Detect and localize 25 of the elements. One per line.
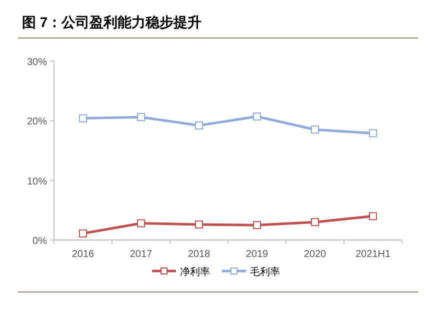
x-tick-label: 2017 bbox=[130, 249, 153, 260]
point bbox=[195, 220, 203, 228]
chart-title: 图 7：公司盈利能力稳步提升 bbox=[22, 14, 202, 30]
point bbox=[79, 229, 87, 238]
x-tick-label: 2018 bbox=[188, 249, 211, 260]
y-tick-label: 30% bbox=[26, 57, 48, 68]
point bbox=[79, 114, 87, 122]
x-tick-label: 2020 bbox=[304, 249, 327, 260]
y-tick-label: 20% bbox=[26, 116, 48, 128]
x-tick-label: 2016 bbox=[72, 249, 95, 260]
point bbox=[195, 121, 203, 130]
x-tick-label: 2019 bbox=[246, 249, 269, 260]
y-tick-label: 0% bbox=[32, 236, 48, 247]
point bbox=[253, 221, 261, 230]
x-tick-label: 2021H1 bbox=[355, 249, 391, 260]
legend-label: 净利率 bbox=[180, 266, 210, 278]
y-tick-label: 10% bbox=[26, 176, 48, 188]
point bbox=[311, 126, 319, 134]
point bbox=[137, 113, 145, 122]
point bbox=[369, 129, 377, 138]
point bbox=[253, 112, 261, 120]
point bbox=[369, 212, 377, 220]
legend-label: 毛利率 bbox=[250, 266, 280, 278]
point bbox=[137, 219, 145, 228]
point bbox=[311, 218, 319, 226]
